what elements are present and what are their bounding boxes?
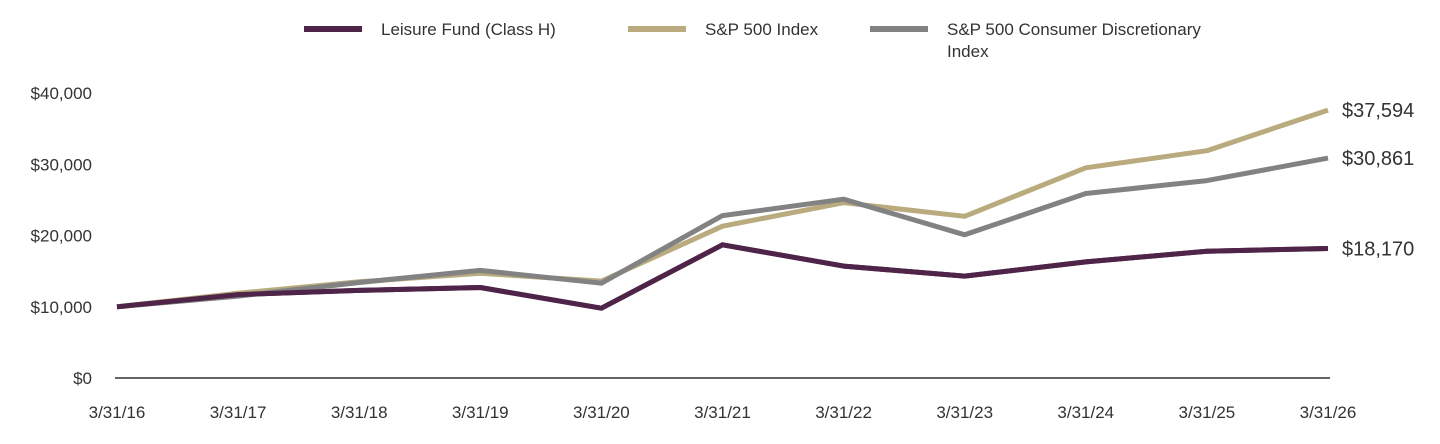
series-line-overlay xyxy=(116,242,1329,311)
y-tick-label: $10,000 xyxy=(31,298,92,317)
x-tick-label: 3/31/25 xyxy=(1179,403,1236,422)
y-tick-label: $20,000 xyxy=(31,227,92,246)
legend-label-1: S&P 500 Index xyxy=(705,20,819,39)
y-tick-label: $30,000 xyxy=(31,155,92,174)
series-lines xyxy=(116,107,1329,311)
legend: Leisure Fund (Class H) S&P 500 Index S&P 5… xyxy=(304,20,1201,61)
y-axis-ticks: $0 $10,000 $20,000 $30,000 $40,000 xyxy=(31,84,92,388)
x-tick-label: 3/31/19 xyxy=(452,403,509,422)
end-label-2: $30,861 xyxy=(1342,148,1414,170)
y-tick-label: $0 xyxy=(73,369,92,388)
y-tick-label: $40,000 xyxy=(31,84,92,103)
series-line-2 xyxy=(116,155,1329,310)
x-tick-label: 3/31/16 xyxy=(89,403,146,422)
x-tick-label: 3/31/18 xyxy=(331,403,388,422)
series-line-1 xyxy=(116,107,1329,310)
end-labels: $18,170 $37,594 $30,861 xyxy=(1342,100,1414,260)
x-tick-label: 3/31/23 xyxy=(936,403,993,422)
x-tick-label: 3/31/26 xyxy=(1300,403,1357,422)
x-tick-label: 3/31/17 xyxy=(210,403,267,422)
legend-label-2: S&P 500 Consumer Discretionary Index xyxy=(947,20,1201,61)
end-label-0: $18,170 xyxy=(1342,239,1414,261)
x-axis-ticks: 3/31/16 3/31/17 3/31/18 3/31/19 3/31/20 3/31/… xyxy=(89,403,1357,422)
legend-label-0: Leisure Fund (Class H) xyxy=(381,20,556,39)
x-tick-label: 3/31/24 xyxy=(1057,403,1114,422)
x-tick-label: 3/31/20 xyxy=(573,403,630,422)
x-tick-label: 3/31/21 xyxy=(694,403,751,422)
x-tick-label: 3/31/22 xyxy=(815,403,872,422)
end-label-1: $37,594 xyxy=(1342,100,1414,122)
